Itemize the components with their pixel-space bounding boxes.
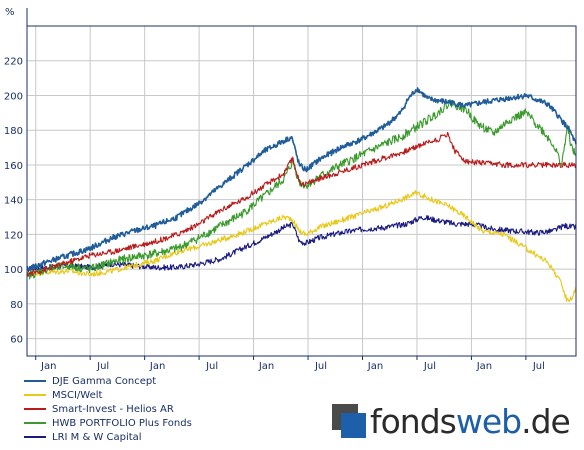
x-tick-label: Jul: [314, 361, 327, 372]
legend-label: LRI M & W Capital: [52, 431, 142, 443]
legend-label: MSCI/Welt: [52, 389, 103, 401]
legend-swatch: [24, 380, 46, 382]
x-tick-label: Jan: [258, 361, 274, 372]
y-tick-label: 60: [10, 335, 23, 346]
legend-swatch: [24, 394, 46, 396]
y-tick-label: 220: [4, 57, 23, 68]
legend-item: LRI M & W Capital: [24, 430, 192, 444]
line-chart: % 6080100120140160180200220Jan04JulJan05…: [4, 7, 577, 372]
legend-label: Smart-Invest - Helios AR: [52, 403, 174, 415]
x-tick-label: Jan: [149, 361, 165, 372]
legend-label: HWB PORTFOLIO Plus Fonds: [52, 417, 192, 429]
y-tick-label: 120: [4, 230, 23, 241]
legend-item: MSCI/Welt: [24, 388, 192, 402]
logo-square-icon: [332, 404, 366, 438]
x-tick-label: Jan: [40, 361, 56, 372]
legend-label: DJE Gamma Concept: [52, 375, 157, 387]
x-tick-label: Jul: [205, 361, 218, 372]
chart-legend: DJE Gamma Concept MSCI/Welt Smart-Invest -…: [24, 374, 192, 444]
x-tick-label: Jul: [423, 361, 436, 372]
legend-swatch: [24, 422, 46, 424]
legend-item: Smart-Invest - Helios AR: [24, 402, 192, 416]
y-tick-label: 100: [4, 265, 23, 276]
series-line-msci-welt: [26, 190, 577, 303]
legend-swatch: [24, 436, 46, 438]
plot-frame: [26, 25, 577, 357]
legend-item: HWB PORTFOLIO Plus Fonds: [24, 416, 192, 430]
legend-item: DJE Gamma Concept: [24, 374, 192, 388]
chart-grid: [27, 26, 576, 356]
logo-wordmark: fondsweb.de: [370, 402, 571, 441]
y-tick-label: 80: [10, 300, 23, 311]
series-line-smart-invest-helios-ar: [26, 131, 577, 277]
series-line-dje-gamma-concept: [26, 87, 577, 271]
x-tick-label: Jul: [532, 361, 545, 372]
y-unit-label: %: [5, 7, 15, 18]
x-tick-label: Jan: [476, 361, 492, 372]
x-tick-label: Jul: [96, 361, 109, 372]
chart-series: [26, 87, 577, 303]
y-tick-label: 180: [4, 126, 23, 137]
fondsweb-logo: fondsweb.de: [332, 402, 572, 442]
y-tick-label: 140: [4, 196, 23, 207]
y-tick-label: 200: [4, 91, 23, 102]
chart-axes: 6080100120140160180200220Jan04JulJan05Ju…: [4, 8, 577, 372]
x-tick-label: Jan: [367, 361, 383, 372]
y-tick-label: 160: [4, 161, 23, 172]
legend-swatch: [24, 408, 46, 410]
series-line-lri-m-w-capital: [26, 214, 577, 272]
